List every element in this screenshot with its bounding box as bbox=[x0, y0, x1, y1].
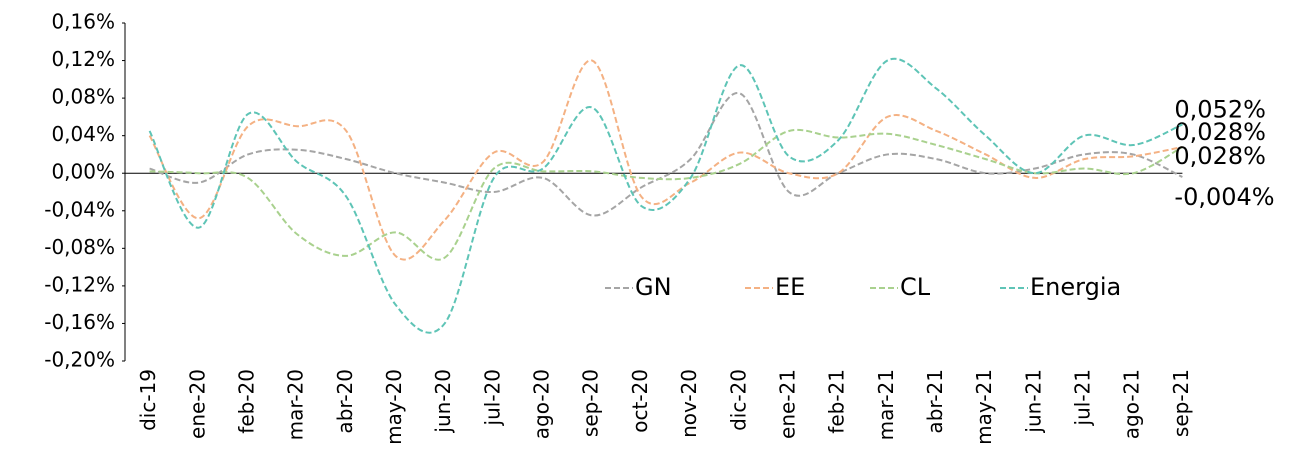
y-tick-label: 0,08% bbox=[51, 85, 115, 109]
legend-label: GN bbox=[635, 273, 672, 301]
data-label: 0,028% bbox=[1174, 118, 1266, 146]
data-label: 0,028% bbox=[1174, 142, 1266, 170]
x-tick-label: feb-20 bbox=[234, 369, 258, 434]
x-tick-label: mar-20 bbox=[284, 369, 308, 440]
x-tick-label: sep-20 bbox=[579, 369, 603, 437]
y-tick-label: -0,12% bbox=[44, 272, 115, 296]
x-tick-label: jul-20 bbox=[480, 369, 504, 426]
legend-label: CL bbox=[900, 273, 931, 301]
x-tick-label: jun-20 bbox=[431, 369, 455, 434]
y-tick-label: -0,20% bbox=[44, 348, 115, 372]
x-tick-label: abr-20 bbox=[333, 369, 357, 434]
x-tick-label: may-21 bbox=[972, 369, 996, 445]
x-tick-label: ago-21 bbox=[1120, 369, 1144, 439]
legend-label: Energia bbox=[1030, 273, 1121, 301]
y-tick-label: -0,04% bbox=[44, 197, 115, 221]
data-label: -0,004% bbox=[1174, 183, 1274, 211]
series-line bbox=[148, 57, 1183, 334]
y-tick-label: 0,12% bbox=[51, 47, 115, 71]
x-tick-label: feb-21 bbox=[825, 369, 849, 434]
x-tick-label: may-20 bbox=[382, 369, 406, 445]
x-tick-label: mar-21 bbox=[874, 369, 898, 440]
x-tick-label: dic-20 bbox=[726, 369, 750, 431]
y-tick-label: -0,08% bbox=[44, 235, 115, 259]
x-tick-label: jun-21 bbox=[1021, 369, 1045, 434]
series-line bbox=[148, 59, 1183, 261]
series-line bbox=[149, 92, 1183, 217]
y-tick-label: 0,04% bbox=[51, 122, 115, 146]
x-tick-label: ene-20 bbox=[185, 369, 209, 439]
y-tick-label: 0,16% bbox=[51, 10, 115, 34]
y-tick-label: -0,16% bbox=[44, 310, 115, 334]
x-tick-label: dic-19 bbox=[136, 369, 160, 431]
x-tick-label: abr-21 bbox=[923, 369, 947, 434]
x-tick-label: jul-21 bbox=[1071, 369, 1095, 426]
x-tick-label: ene-21 bbox=[775, 369, 799, 439]
x-tick-label: nov-20 bbox=[677, 369, 701, 438]
x-tick-label: ago-20 bbox=[530, 369, 554, 439]
data-label: 0,052% bbox=[1174, 95, 1266, 123]
y-tick-label: 0,00% bbox=[51, 160, 115, 184]
legend-label: EE bbox=[775, 273, 805, 301]
series-line bbox=[149, 128, 1183, 261]
x-tick-label: oct-20 bbox=[628, 369, 652, 433]
x-tick-label: sep-21 bbox=[1169, 369, 1193, 437]
